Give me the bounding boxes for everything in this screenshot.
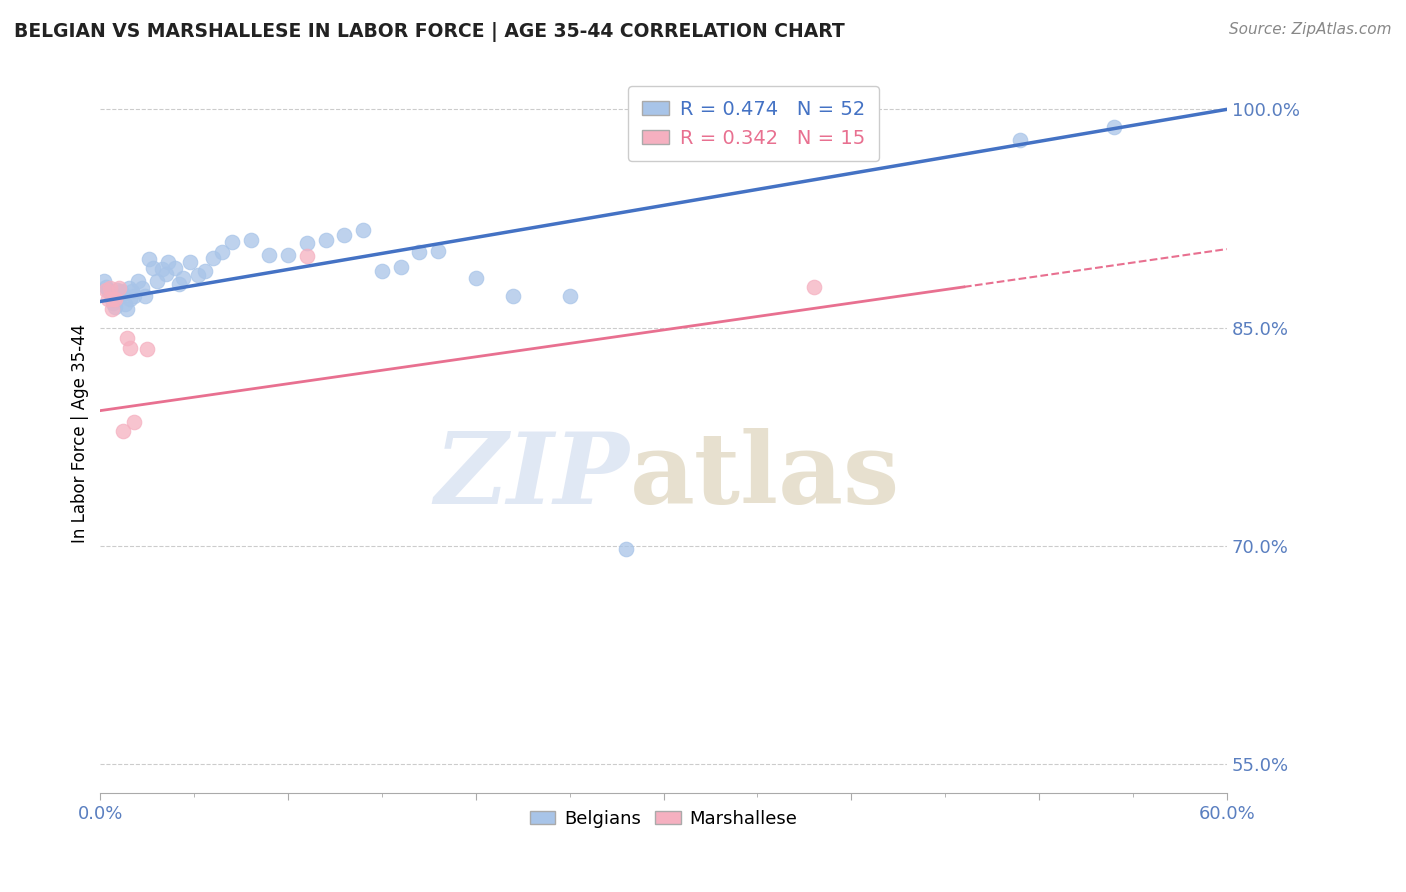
- Point: [103, 296, 125, 310]
- Point: [100, 292, 122, 306]
- Point: [122, 288, 145, 302]
- Legend: Belgians, Marshallese: Belgians, Marshallese: [523, 802, 804, 835]
- Point: [142, 260, 165, 275]
- Point: [239, 233, 262, 247]
- Point: [803, 280, 825, 294]
- Point: [93, 274, 115, 288]
- Point: [179, 255, 201, 269]
- Point: [117, 281, 139, 295]
- Point: [194, 264, 217, 278]
- Point: [259, 248, 281, 262]
- Point: [98, 281, 121, 295]
- Point: [127, 274, 149, 288]
- Text: Source: ZipAtlas.com: Source: ZipAtlas.com: [1229, 22, 1392, 37]
- Point: [295, 236, 318, 251]
- Point: [1102, 120, 1125, 134]
- Point: [333, 859, 356, 873]
- Point: [614, 541, 637, 556]
- Point: [94, 283, 117, 297]
- Point: [165, 260, 187, 275]
- Text: ZIP: ZIP: [434, 428, 630, 524]
- Point: [110, 285, 132, 299]
- Point: [120, 292, 142, 306]
- Point: [114, 297, 136, 311]
- Point: [145, 274, 167, 288]
- Point: [352, 223, 374, 237]
- Point: [201, 251, 224, 265]
- Point: [155, 267, 177, 281]
- Point: [371, 264, 394, 278]
- Point: [211, 244, 233, 259]
- Point: [389, 260, 412, 274]
- Point: [104, 300, 127, 314]
- Point: [333, 227, 356, 242]
- Point: [136, 343, 159, 357]
- Point: [172, 271, 194, 285]
- Point: [115, 331, 138, 345]
- Y-axis label: In Labor Force | Age 35-44: In Labor Force | Age 35-44: [72, 324, 89, 542]
- Point: [464, 271, 486, 285]
- Point: [277, 248, 299, 262]
- Point: [121, 285, 143, 299]
- Point: [1010, 133, 1032, 147]
- Text: BELGIAN VS MARSHALLESE IN LABOR FORCE | AGE 35-44 CORRELATION CHART: BELGIAN VS MARSHALLESE IN LABOR FORCE | …: [14, 22, 845, 42]
- Point: [131, 281, 153, 295]
- Point: [150, 262, 173, 277]
- Point: [187, 268, 209, 283]
- Point: [138, 252, 160, 267]
- Point: [295, 249, 318, 263]
- Point: [111, 424, 134, 438]
- Point: [97, 292, 120, 306]
- Point: [103, 292, 125, 306]
- Point: [97, 283, 120, 297]
- Point: [315, 233, 337, 247]
- Point: [502, 288, 524, 302]
- Point: [105, 283, 128, 297]
- Point: [427, 244, 450, 258]
- Point: [122, 415, 145, 429]
- Point: [120, 341, 142, 355]
- Point: [558, 288, 581, 302]
- Point: [104, 292, 127, 306]
- Point: [94, 280, 117, 294]
- Point: [108, 281, 131, 295]
- Point: [111, 287, 134, 301]
- Text: atlas: atlas: [630, 428, 900, 524]
- Point: [167, 277, 190, 291]
- Point: [115, 301, 138, 316]
- Point: [108, 290, 131, 304]
- Point: [408, 244, 430, 259]
- Point: [100, 301, 122, 316]
- Point: [134, 288, 156, 302]
- Point: [98, 285, 121, 300]
- Point: [156, 255, 179, 269]
- Point: [221, 235, 243, 249]
